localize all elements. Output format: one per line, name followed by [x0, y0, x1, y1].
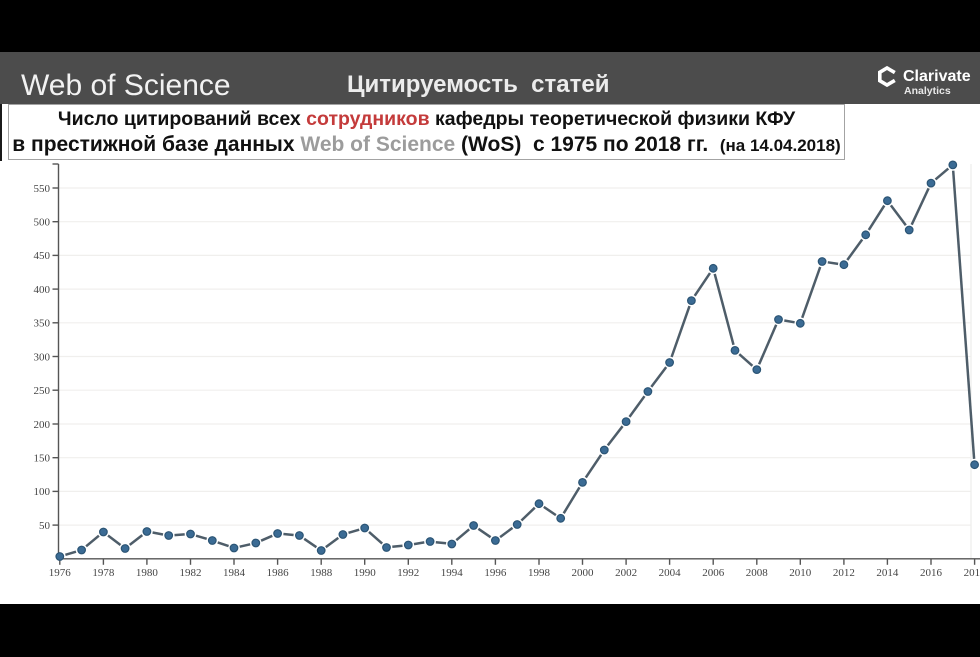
svg-text:550: 550 [34, 183, 51, 195]
svg-text:100: 100 [34, 486, 51, 498]
svg-text:1986: 1986 [267, 567, 290, 579]
svg-text:1992: 1992 [397, 567, 419, 579]
svg-text:1990: 1990 [354, 567, 377, 579]
svg-text:1982: 1982 [180, 567, 202, 579]
svg-text:2010: 2010 [789, 567, 812, 579]
svg-text:1976: 1976 [49, 567, 72, 579]
svg-text:2018: 2018 [964, 567, 980, 579]
svg-text:450: 450 [34, 250, 51, 262]
svg-text:250: 250 [34, 385, 51, 397]
svg-text:1996: 1996 [484, 567, 507, 579]
svg-text:1980: 1980 [136, 567, 159, 579]
svg-text:2012: 2012 [833, 567, 855, 579]
svg-text:2006: 2006 [702, 567, 725, 579]
svg-text:2016: 2016 [920, 567, 943, 579]
svg-text:50: 50 [39, 520, 51, 532]
svg-text:1994: 1994 [441, 567, 464, 579]
svg-text:300: 300 [34, 351, 51, 363]
svg-text:500: 500 [34, 217, 51, 229]
svg-text:1998: 1998 [528, 567, 551, 579]
svg-text:200: 200 [34, 419, 51, 431]
svg-text:1978: 1978 [92, 567, 115, 579]
svg-text:2014: 2014 [876, 567, 899, 579]
svg-text:150: 150 [34, 453, 51, 465]
svg-text:1988: 1988 [310, 567, 333, 579]
svg-text:2004: 2004 [659, 567, 682, 579]
svg-text:2000: 2000 [572, 567, 595, 579]
svg-text:350: 350 [34, 318, 51, 330]
svg-text:1984: 1984 [223, 567, 246, 579]
svg-text:2002: 2002 [615, 567, 637, 579]
svg-text:2008: 2008 [746, 567, 769, 579]
svg-text:400: 400 [34, 284, 51, 296]
